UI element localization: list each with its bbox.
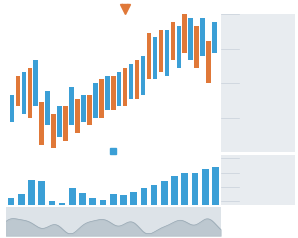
Bar (105, 76, 110, 110)
Bar (147, 34, 151, 79)
Bar (135, 60, 139, 99)
Bar (27, 68, 32, 118)
Bar (202, 169, 209, 205)
Bar (8, 198, 14, 205)
Bar (212, 22, 217, 53)
Bar (100, 200, 106, 205)
Bar (123, 68, 128, 106)
Bar (99, 79, 104, 118)
Bar (28, 180, 35, 205)
Bar (75, 99, 80, 133)
Bar (181, 173, 188, 205)
Bar (69, 87, 74, 125)
Bar (63, 106, 68, 141)
Bar (33, 60, 38, 106)
Bar (182, 14, 187, 53)
Bar (81, 95, 86, 122)
Bar (153, 37, 157, 79)
Bar (170, 22, 175, 60)
Bar (171, 176, 178, 205)
Bar (39, 103, 44, 145)
Bar (79, 193, 86, 205)
Bar (89, 198, 96, 205)
Bar (120, 195, 127, 205)
Bar (192, 173, 198, 205)
Bar (164, 30, 169, 76)
Bar (69, 188, 76, 205)
Bar (176, 26, 181, 68)
Bar (87, 95, 92, 125)
Bar (194, 26, 199, 68)
Bar (212, 167, 219, 205)
Bar (49, 201, 55, 205)
Bar (129, 64, 134, 99)
Bar (159, 30, 163, 72)
Bar (130, 192, 137, 205)
Bar (110, 194, 117, 205)
Bar (111, 76, 116, 110)
Bar (188, 18, 193, 60)
Bar (141, 56, 145, 95)
Bar (206, 41, 211, 83)
Bar (161, 181, 168, 205)
Bar (21, 72, 26, 114)
Bar (57, 106, 62, 137)
Bar (10, 95, 14, 122)
Bar (15, 76, 20, 106)
Bar (200, 18, 205, 56)
Bar (18, 194, 25, 205)
Bar (93, 83, 98, 118)
Bar (117, 72, 122, 106)
Bar (59, 203, 66, 205)
Bar (141, 188, 147, 205)
Bar (51, 114, 56, 149)
Bar (38, 181, 45, 205)
Bar (45, 91, 50, 125)
Bar (151, 185, 157, 205)
